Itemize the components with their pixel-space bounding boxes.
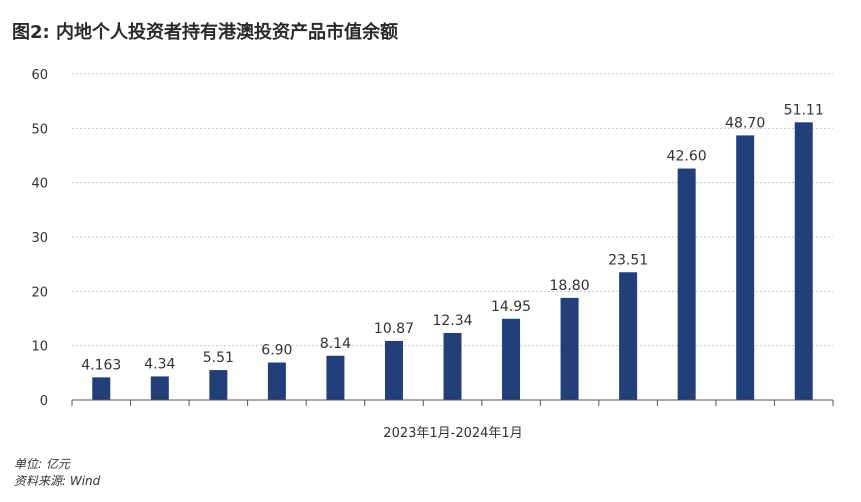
data-label: 23.51	[608, 252, 648, 268]
unit-note: 单位: 亿元	[14, 457, 70, 471]
grid-lines	[72, 73, 833, 347]
data-label: 10.87	[374, 321, 414, 337]
data-label: 4.34	[144, 356, 175, 372]
bar	[150, 376, 169, 400]
x-axis-label: 2023年1月-2024年1月	[383, 426, 522, 441]
y-tick-label: 20	[31, 285, 48, 300]
data-label: 5.51	[203, 350, 234, 366]
y-tick-label: 30	[31, 231, 48, 246]
data-labels: 4.163 4.34 5.51 6.90 8.14 10.87 12.34 14.95 18.8…	[81, 102, 824, 373]
bar	[502, 318, 521, 400]
data-label: 42.60	[667, 149, 707, 165]
y-tick-label: 50	[31, 122, 48, 137]
y-tick-label: 60	[31, 68, 48, 83]
data-label: 6.90	[261, 343, 292, 359]
bar	[384, 340, 403, 400]
y-tick-label: 40	[31, 177, 48, 192]
data-label: 18.80	[550, 278, 590, 294]
x-axis	[71, 399, 834, 406]
bar	[209, 370, 228, 400]
data-label: 8.14	[320, 336, 351, 352]
chart-notes: 单位: 亿元 资料来源: Wind	[14, 456, 100, 490]
source-note: 资料来源: Wind	[14, 474, 101, 488]
bar	[560, 297, 579, 400]
bar	[326, 355, 345, 400]
bar	[267, 362, 286, 400]
bar	[92, 377, 111, 400]
bar	[794, 122, 813, 400]
data-label: 12.34	[432, 313, 472, 329]
data-label: 4.163	[81, 357, 121, 373]
bar	[619, 272, 638, 400]
bars	[92, 122, 813, 400]
y-tick-label: 10	[31, 340, 48, 355]
bar	[677, 168, 696, 400]
data-label: 51.11	[784, 102, 824, 118]
bar	[443, 332, 462, 400]
y-axis-ticks: 0 10 20 30 40 50 60	[31, 68, 48, 409]
data-label: 14.95	[491, 299, 531, 315]
chart-title: 图2: 内地个人投资者持有港澳投资产品市值余额	[12, 22, 398, 43]
bar	[736, 135, 755, 400]
data-label: 48.70	[725, 115, 765, 131]
y-tick-label: 0	[40, 394, 48, 409]
